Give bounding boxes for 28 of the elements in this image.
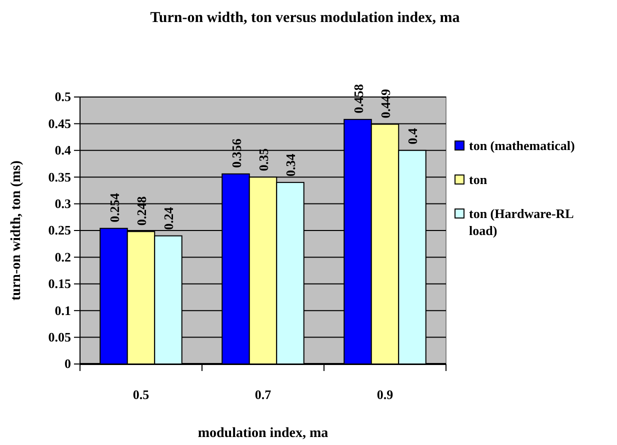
legend-label: ton (Hardware-RL load) [469,206,574,238]
x-tick-label: 0.7 [254,387,272,402]
y-tick-label: 0.35 [48,169,72,184]
chart-title: Turn-on width, ton versus modulation index, ma [150,10,460,26]
y-tick-label: 0.05 [48,329,72,344]
y-tick-label: 0.4 [54,142,72,158]
data-label: 0.458 [350,84,366,114]
y-tick-label: 0.15 [48,276,72,292]
x-axis-title: modulation index, ma [198,426,328,441]
y-tick-label: 0 [64,356,71,372]
y-tick-label: 0.45 [48,116,72,131]
data-label: 0.254 [106,192,122,222]
x-tick-label: 0.5 [132,387,150,402]
x-tick-label: 0.9 [376,387,394,402]
data-label: 0.4 [405,128,420,144]
y-tick-label: 0.2 [54,249,71,264]
y-axis-title: turn-on width, ton (ms) [9,160,24,301]
data-label: 0.35 [256,148,271,172]
data-label: 0.248 [134,196,149,226]
legend-label: ton [469,172,488,187]
y-tick-label: 0.5 [54,89,72,104]
y-tick-label: 0.1 [54,302,71,318]
data-label: 0.356 [228,138,244,168]
data-label: 0.34 [283,153,298,176]
y-tick-label: 0.25 [48,222,72,238]
data-label: 0.24 [161,206,176,230]
legend-label: ton (mathematical) [469,138,575,153]
y-tick-label: 0.3 [54,196,72,211]
